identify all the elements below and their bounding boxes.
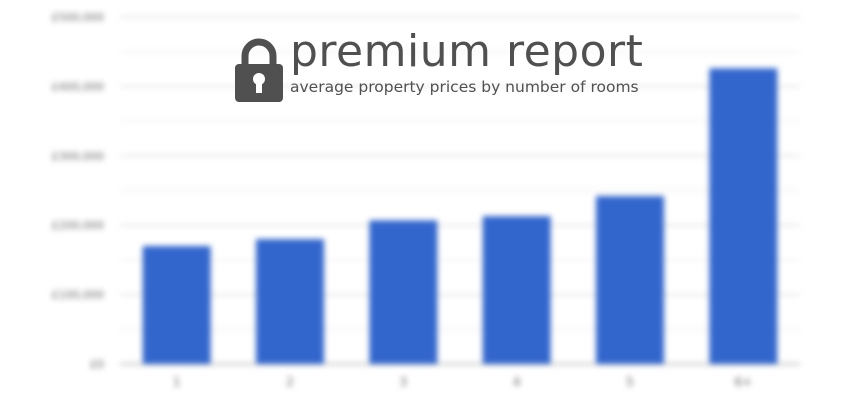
y-tick-label: £200,000 xyxy=(52,219,105,232)
bar xyxy=(482,216,551,364)
bar xyxy=(709,68,778,364)
x-tick-label: 3 xyxy=(400,375,408,389)
premium-subtitle: average property prices by number of roo… xyxy=(290,78,639,96)
x-tick-label: 2 xyxy=(286,375,294,389)
y-tick-label: £500,000 xyxy=(52,11,105,24)
x-tick-label: 5 xyxy=(626,375,634,389)
lock-icon xyxy=(235,38,283,102)
x-tick-label: 4 xyxy=(513,375,521,389)
y-tick-label: £0 xyxy=(90,358,104,371)
premium-overlay: premium report average property prices b… xyxy=(234,30,643,104)
x-tick-label: 6+ xyxy=(734,375,752,389)
y-tick-label: £300,000 xyxy=(52,150,105,163)
y-tick-label: £100,000 xyxy=(52,289,105,302)
bar xyxy=(142,246,211,364)
x-tick-label: 1 xyxy=(173,375,181,389)
bar xyxy=(596,196,664,364)
premium-title: premium report xyxy=(290,26,644,77)
bar xyxy=(369,220,438,364)
y-tick-label: £400,000 xyxy=(52,80,105,93)
bar xyxy=(256,239,324,364)
